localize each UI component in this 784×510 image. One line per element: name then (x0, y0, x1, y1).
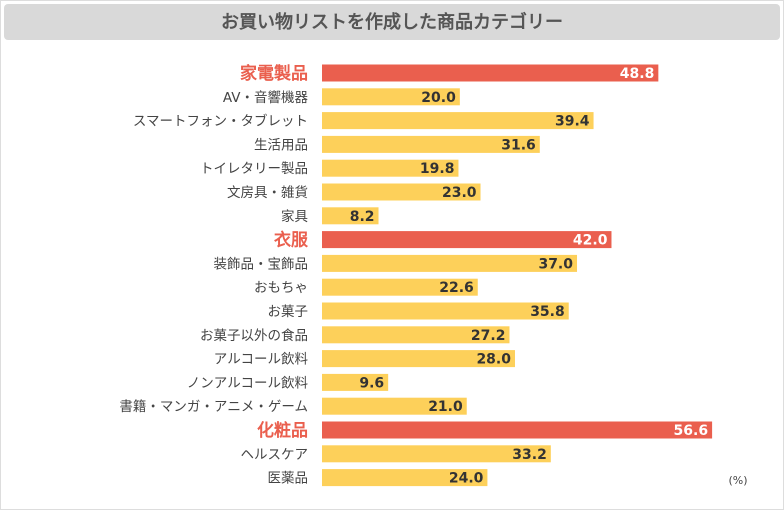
value-label: 28.0 (476, 352, 511, 368)
category-label: 文房具・雑貨 (227, 184, 308, 201)
category-label: 化粧品 (257, 420, 308, 441)
bar (322, 135, 540, 153)
category-label: ヘルスケア (241, 447, 309, 463)
value-label: 56.6 (674, 423, 709, 439)
category-label: 装飾品・宝飾品 (214, 256, 309, 272)
chart-title: お買い物リストを作成した商品カテゴリー (221, 11, 563, 33)
value-label: 24.0 (449, 471, 484, 487)
bar (322, 207, 379, 225)
value-label: 23.0 (442, 185, 477, 201)
value-label: 20.0 (421, 90, 456, 106)
bar (322, 350, 515, 368)
bar (322, 231, 612, 249)
bar (322, 278, 478, 296)
value-label: 21.0 (428, 399, 463, 415)
category-label: アルコール飲料 (214, 352, 309, 368)
category-label: スマートフォン・タブレット (133, 113, 308, 130)
category-label: 家具 (281, 208, 308, 225)
category-label: お菓子 (268, 304, 309, 320)
value-label: 37.0 (538, 256, 573, 272)
value-label: 33.2 (512, 447, 547, 463)
bar (322, 302, 569, 320)
value-label: 35.8 (530, 304, 565, 320)
category-label: 書籍・マンガ・アニメ・ゲーム (119, 398, 308, 415)
category-label: お菓子以外の食品 (200, 327, 308, 344)
bar (322, 183, 481, 201)
category-label: 生活用品 (254, 137, 308, 153)
category-label: AV・音響機器 (223, 89, 309, 106)
bar (322, 254, 578, 272)
value-label: 19.8 (420, 161, 455, 177)
value-label: 22.6 (439, 280, 474, 296)
value-label: 48.8 (620, 66, 655, 82)
category-label: 家電製品 (240, 63, 308, 84)
bar (322, 397, 467, 415)
category-label: 医薬品 (268, 471, 309, 487)
value-label: 39.4 (555, 114, 590, 130)
bar (322, 159, 459, 177)
value-label: 9.6 (359, 375, 384, 391)
title-banner (4, 4, 780, 40)
bar (322, 88, 460, 106)
unit-label: (%) (728, 474, 747, 487)
value-label: 42.0 (573, 233, 608, 249)
bar (322, 112, 594, 130)
bar (322, 469, 488, 487)
category-label: トイレタリー製品 (200, 161, 308, 177)
bar (322, 445, 551, 463)
category-label: おもちゃ (254, 280, 308, 296)
bar (322, 421, 713, 439)
category-label: ノンアルコール飲料 (187, 375, 309, 391)
bar (322, 64, 659, 82)
value-label: 27.2 (471, 328, 506, 344)
value-label: 31.6 (501, 137, 536, 153)
category-label: 衣服 (274, 230, 309, 251)
bar (322, 326, 510, 344)
value-label: 8.2 (350, 209, 375, 225)
bar (322, 373, 389, 391)
